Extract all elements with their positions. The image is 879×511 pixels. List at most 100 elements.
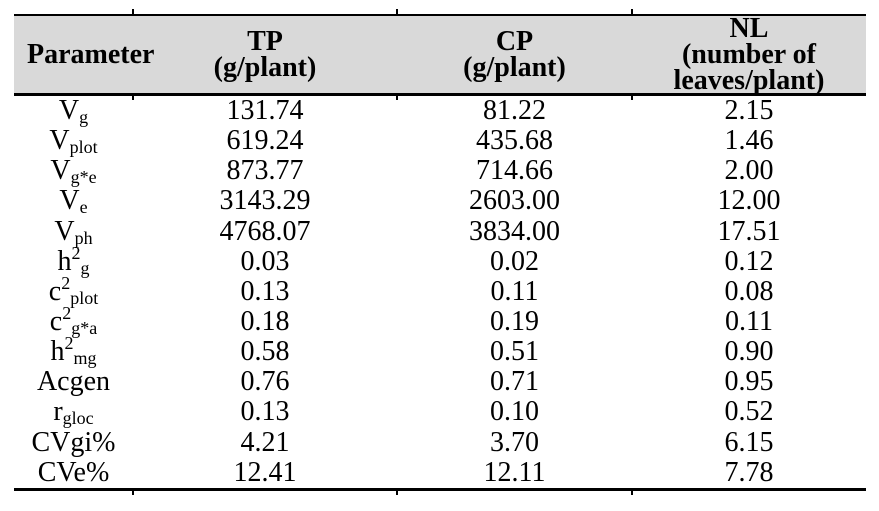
header-label-line: Parameter — [27, 39, 155, 70]
parameter-subscript: mg — [73, 348, 97, 369]
value-cell: 0.12 — [724, 245, 774, 277]
value-cell: 0.11 — [490, 275, 539, 307]
table-row: Acgen 0.76 0.71 0.95 — [14, 367, 866, 397]
value-cell: 2.00 — [724, 155, 774, 187]
value-cell: 2.15 — [724, 95, 774, 127]
parameter-text: h — [57, 245, 72, 277]
column-tick — [132, 9, 134, 14]
value-cell: 1.46 — [724, 125, 774, 157]
parameter-supscript: 2 — [62, 303, 72, 324]
table-row: h 2 g 0.03 0.02 0.12 — [14, 242, 866, 278]
value-cell: 3143.29 — [219, 185, 311, 217]
parameter-subscript: e — [79, 197, 88, 218]
column-tick — [631, 491, 633, 495]
parameter-text: CVgi% — [31, 426, 116, 458]
value-cell: 0.13 — [240, 396, 290, 428]
value-cell: 0.08 — [724, 275, 774, 307]
parameter-supscript: 2 — [71, 242, 81, 263]
parameter-cell: Acgen — [14, 367, 133, 397]
header-cell-cp: CP (g/plant) — [397, 16, 632, 94]
value-cell: 0.51 — [490, 336, 539, 368]
column-tick — [631, 96, 633, 100]
header-bottom-rule — [14, 93, 866, 96]
table-row: c 2 plot 0.13 0.11 0.08 — [14, 274, 866, 308]
value-cell: 0.03 — [240, 245, 290, 277]
value-cell: 3.70 — [490, 426, 539, 458]
value-cell: 0.76 — [240, 366, 290, 398]
value-cell: 0.18 — [240, 306, 290, 338]
value-cell: 131.74 — [226, 95, 304, 127]
value-cell: 0.10 — [490, 396, 539, 428]
parameter-cell: r gloc — [14, 396, 133, 429]
table-header-row: Parameter TP (g/plant) CP (g/plant) NL (number… — [14, 15, 866, 96]
parameter-text: V — [54, 215, 75, 247]
table-top-rule — [14, 14, 866, 16]
value-cell: 3834.00 — [469, 215, 560, 247]
parameter-text: r — [53, 396, 63, 428]
parameter-subscript: plot — [69, 137, 98, 158]
table-row: h 2 mg 0.58 0.51 0.90 — [14, 333, 866, 369]
value-cell: 0.90 — [724, 336, 774, 368]
value-cell: 12.11 — [483, 456, 546, 488]
table-row: CVgi% 4.21 3.70 6.15 — [14, 428, 866, 458]
table-row: r gloc 0.13 0.10 0.52 — [14, 396, 866, 429]
value-cell: 0.58 — [240, 336, 290, 368]
parameter-subscript: g — [80, 257, 90, 278]
column-tick — [631, 9, 633, 14]
parameter-subscript: plot — [70, 287, 99, 308]
column-tick — [396, 9, 398, 14]
parameter-text: V — [59, 185, 80, 217]
value-cell: 12.00 — [717, 185, 781, 217]
value-cell: 7.78 — [724, 456, 774, 488]
value-cell: 0.95 — [724, 366, 774, 398]
parameter-text: V — [49, 125, 70, 157]
value-cell: 435.68 — [476, 125, 553, 157]
header-label-line: (g/plant) — [213, 52, 317, 83]
header-cell-nl: NL (number of leaves/plant) — [632, 15, 866, 96]
value-cell: 0.71 — [490, 366, 539, 398]
parameter-text: c — [49, 306, 63, 338]
parameter-supscript: 2 — [64, 333, 74, 354]
parameter-cell: CVe% — [14, 458, 133, 488]
header-label-line: CP — [495, 26, 534, 57]
parameter-cell: h 2 mg — [14, 333, 133, 369]
value-cell: 6.15 — [724, 426, 774, 458]
column-tick — [396, 491, 398, 495]
header-label-line: (number of — [681, 39, 817, 70]
parameter-text: Acgen — [36, 366, 111, 398]
table-row: c 2 g*a 0.18 0.19 0.11 — [14, 303, 866, 338]
value-cell: 81.22 — [483, 95, 546, 127]
parameter-text: V — [58, 95, 80, 127]
value-cell: 17.51 — [717, 215, 781, 247]
parameter-subscript: g — [79, 107, 89, 128]
value-cell: 0.02 — [490, 245, 539, 277]
header-cell-tp: TP (g/plant) — [133, 16, 397, 94]
table-bottom-rule — [14, 488, 866, 491]
parameter-cell: CVgi% — [14, 428, 133, 458]
header-label-line: leaves/plant) — [673, 65, 825, 96]
header-label-line: (g/plant) — [463, 52, 566, 83]
value-cell: 12.41 — [233, 456, 297, 488]
parameter-subscript: gloc — [62, 408, 94, 429]
parameter-text: c — [48, 275, 62, 307]
parameter-text: V — [50, 155, 71, 187]
value-cell: 0.19 — [490, 306, 539, 338]
column-tick — [396, 96, 398, 100]
header-cell-parameter: Parameter — [14, 16, 154, 94]
parameter-cell: c 2 plot — [14, 274, 133, 308]
value-cell: 873.77 — [226, 155, 304, 187]
table-row: CVe% 12.41 12.11 7.78 — [14, 458, 866, 488]
value-cell: 0.11 — [725, 306, 773, 338]
header-label-line: TP — [247, 26, 283, 57]
parameter-text: h — [50, 336, 65, 368]
value-cell: 4768.07 — [219, 215, 311, 247]
